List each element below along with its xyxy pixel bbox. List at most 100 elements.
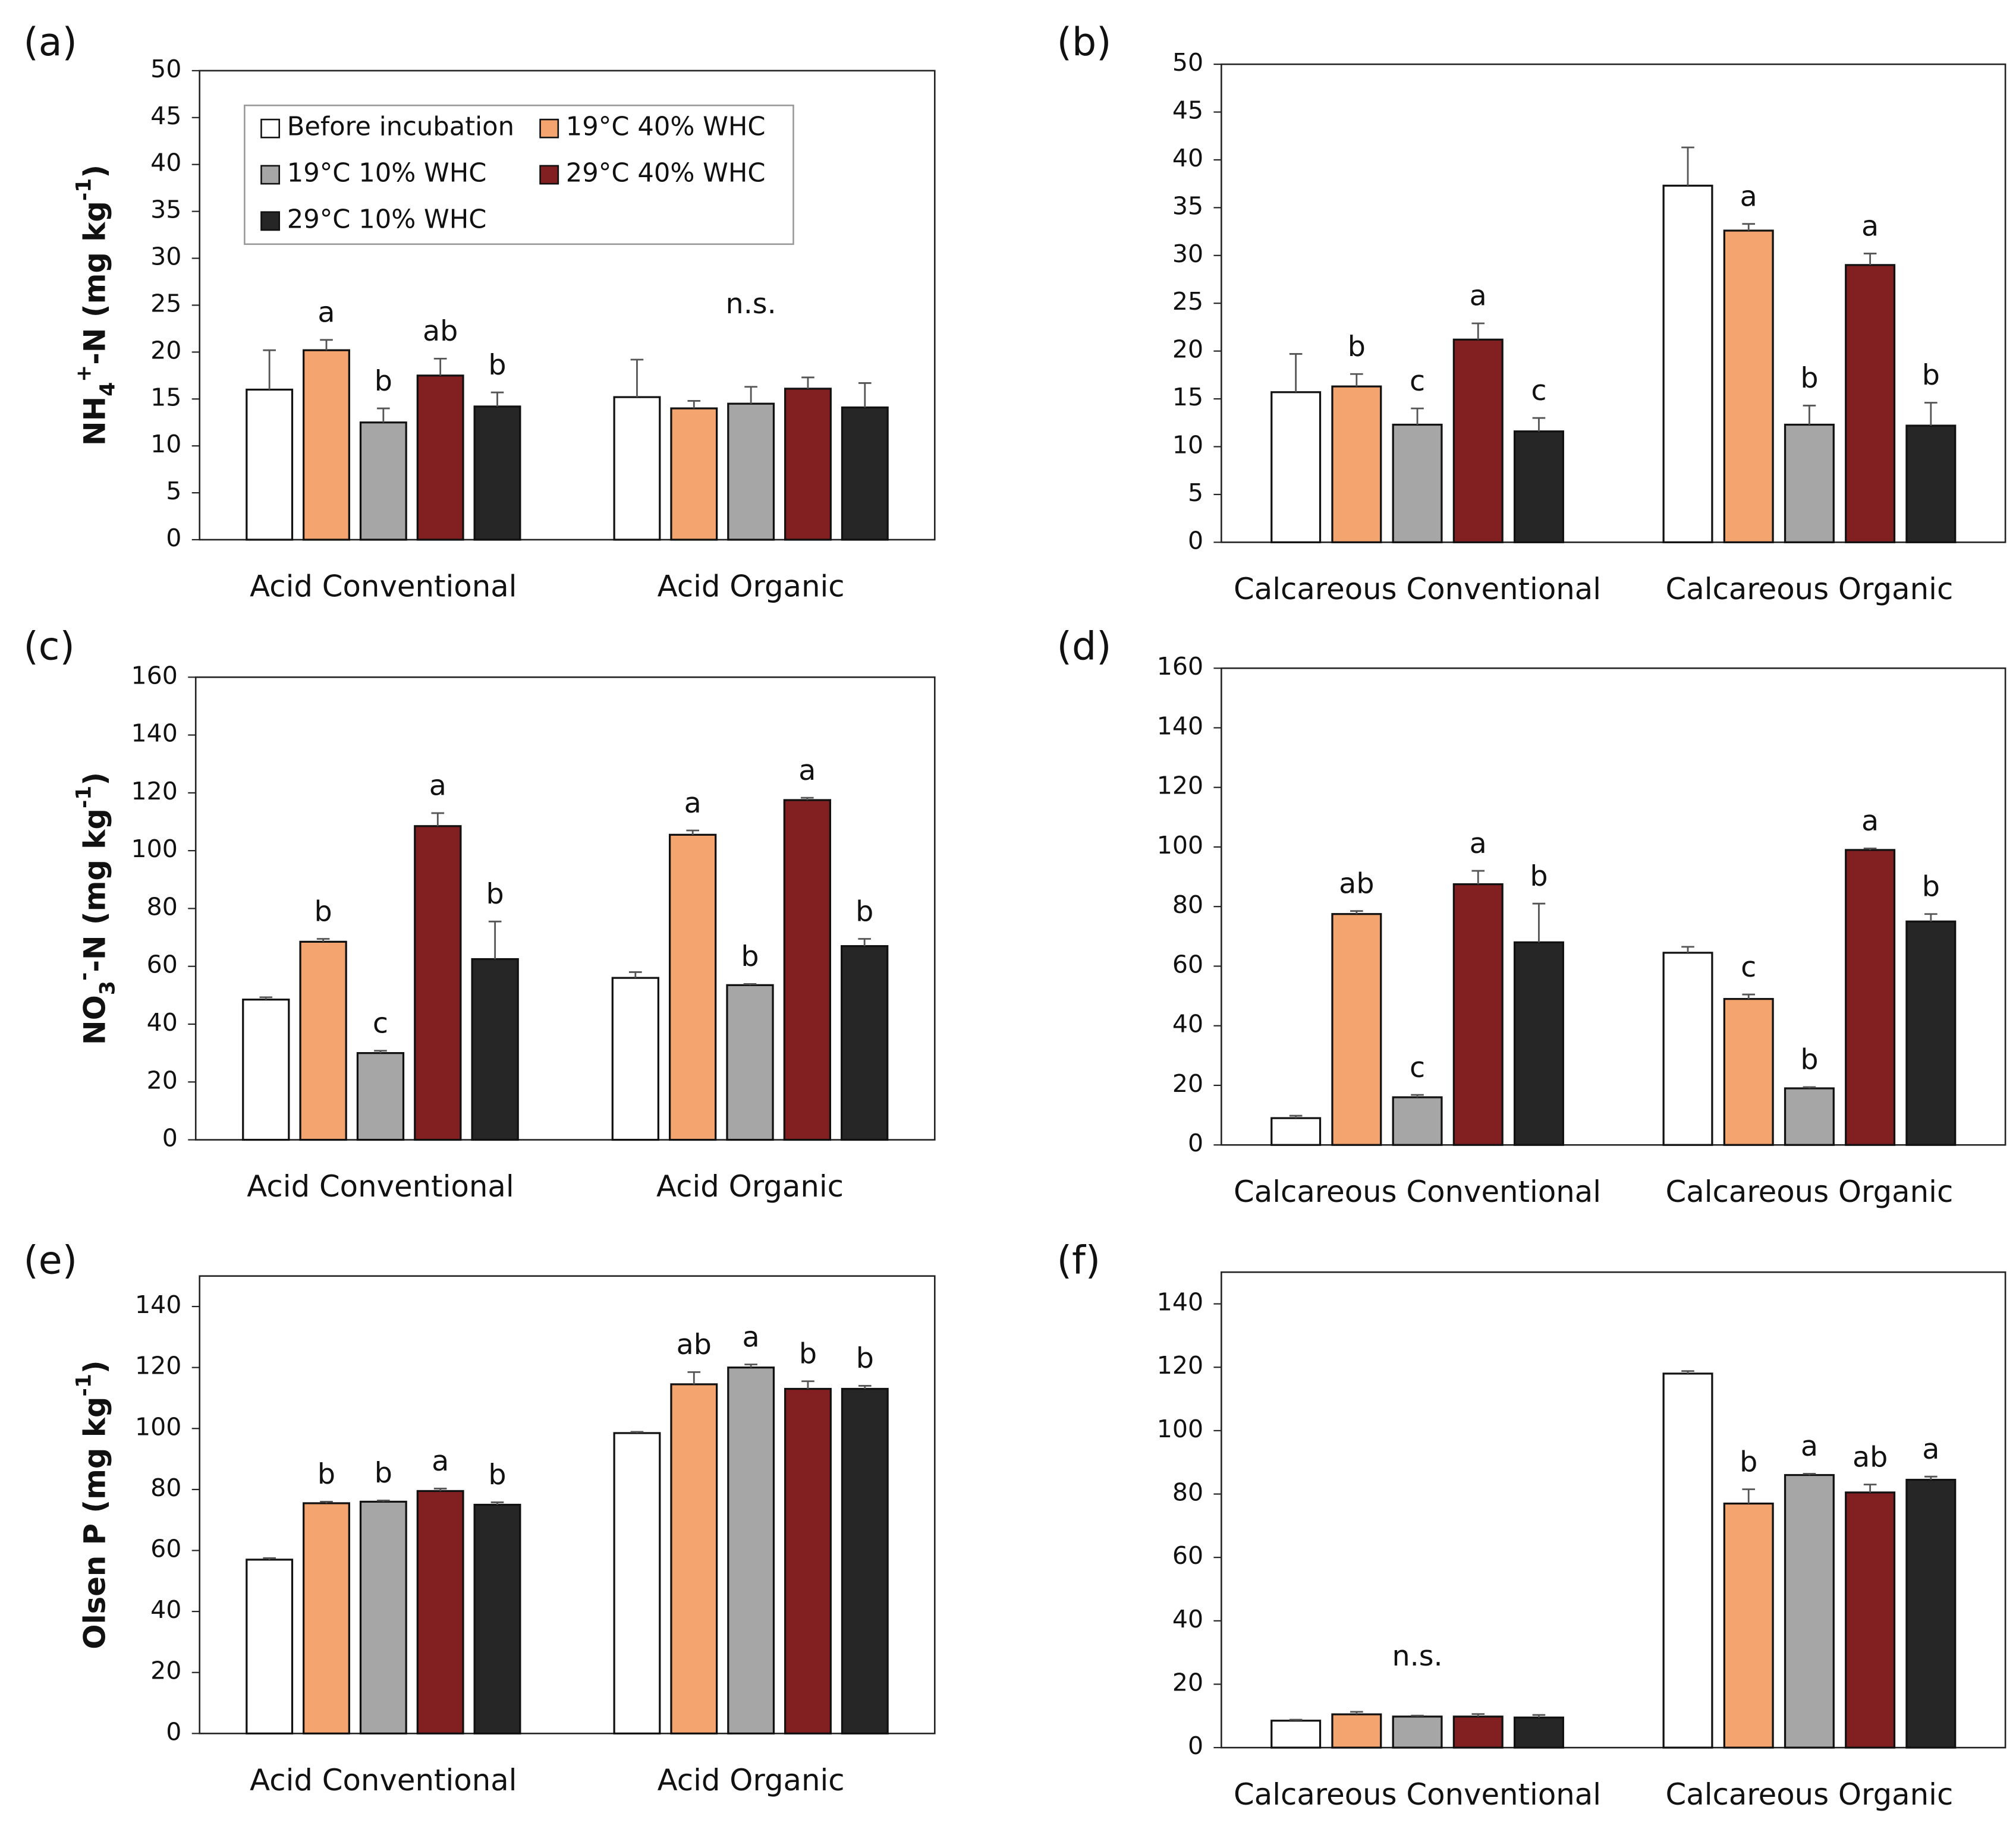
error-bar — [377, 1499, 390, 1502]
y-axis-title-part: -1 — [72, 1374, 96, 1396]
y-tick-label: 40 — [150, 149, 181, 177]
error-bar — [687, 1371, 701, 1384]
x-tick-label: Acid Conventional — [250, 1763, 517, 1797]
y-tick-label: 160 — [131, 661, 178, 690]
y-axis-title: NO3--N (mg kg-1) — [72, 772, 119, 1045]
significance-letter: b — [488, 1459, 506, 1491]
bar — [1845, 264, 1896, 543]
x-tick-label: Calcareous Organic — [1666, 1175, 1954, 1209]
legend-swatch — [260, 211, 281, 231]
y-tick-label: 120 — [1157, 772, 1203, 800]
x-tick-label: Calcareous Conventional — [1234, 1175, 1601, 1209]
error-bar — [1350, 373, 1363, 387]
y-axis-title-part: ) — [77, 772, 112, 786]
error-bar — [1742, 1488, 1756, 1504]
significance-letter: b — [317, 1458, 335, 1491]
y-tick-label: 10 — [150, 430, 181, 458]
error-bar — [801, 1380, 814, 1389]
error-bar — [858, 1385, 872, 1389]
bar — [1513, 941, 1564, 1146]
y-axis-title-part: ) — [77, 165, 112, 178]
bar — [416, 374, 464, 541]
legend-label: 19°C 10% WHC — [287, 159, 487, 188]
bar — [1662, 184, 1713, 543]
error-bar — [629, 971, 642, 978]
bar — [841, 1387, 889, 1734]
error-bar — [1532, 417, 1546, 432]
y-tick-label: 100 — [135, 1412, 181, 1441]
y-tick-label: 60 — [1172, 1541, 1203, 1570]
error-bar — [1742, 993, 1756, 999]
significance-letter: a — [1922, 1433, 1939, 1466]
bar — [416, 1490, 464, 1734]
bar — [303, 1502, 350, 1734]
y-axis-title-part: 3 — [96, 981, 119, 995]
bar — [613, 396, 661, 541]
error-bar — [744, 386, 757, 404]
y-tick-label: 15 — [1172, 383, 1203, 411]
bar — [1331, 1713, 1382, 1749]
significance-letter: b — [1530, 860, 1548, 893]
significance-letter: ab — [677, 1328, 712, 1361]
error-bar — [377, 407, 390, 423]
y-tick-label: 0 — [166, 1717, 181, 1746]
error-bar — [1289, 1115, 1303, 1119]
bar — [783, 799, 832, 1141]
bar — [1513, 430, 1564, 543]
y-tick-label: 0 — [166, 524, 181, 552]
error-bar — [488, 920, 502, 959]
bar — [1392, 423, 1443, 543]
y-tick-label: 30 — [150, 243, 181, 271]
y-tick-label: 60 — [150, 1534, 181, 1563]
y-tick-label: 140 — [1157, 1288, 1203, 1317]
bar — [1270, 1720, 1322, 1749]
significance-letter: b — [1800, 362, 1818, 395]
y-tick-label: 45 — [1172, 96, 1203, 125]
y-tick-label: 100 — [131, 835, 178, 863]
significance-letter: ab — [1339, 867, 1374, 900]
error-bar — [1411, 1094, 1424, 1098]
error-bar — [1471, 1713, 1485, 1717]
significance-letter: a — [1861, 210, 1879, 243]
bar — [356, 1052, 405, 1141]
y-tick-label: 140 — [1157, 711, 1203, 740]
y-tick-label: 20 — [1172, 1668, 1203, 1696]
error-bar — [1289, 353, 1303, 392]
significance-letter: a — [317, 297, 335, 329]
bar — [784, 1387, 832, 1734]
error-bar — [1411, 407, 1424, 425]
y-axis-title-part: -1 — [72, 178, 96, 201]
bar — [1845, 1491, 1896, 1749]
significance-letter: a — [743, 1321, 760, 1353]
bar — [611, 977, 659, 1141]
significance-letter: a — [1470, 280, 1487, 313]
error-bar — [1863, 1484, 1877, 1493]
significance-letter: ab — [1853, 1441, 1888, 1474]
bar — [1784, 1474, 1835, 1749]
bar — [1331, 385, 1382, 543]
legend-swatch — [260, 165, 281, 185]
legend-label: Before incubation — [287, 112, 514, 142]
legend-label: 29°C 40% WHC — [566, 159, 766, 188]
error-bar — [1532, 1714, 1546, 1718]
significance-letter: a — [432, 1445, 449, 1478]
y-tick-label: 20 — [147, 1066, 178, 1094]
bar — [1905, 920, 1957, 1146]
bar — [670, 407, 718, 541]
y-tick-label: 40 — [1172, 1010, 1203, 1038]
bar — [841, 945, 889, 1141]
significance-letter: a — [1861, 805, 1879, 838]
y-axis-title-part: 4 — [96, 382, 119, 396]
y-tick-label: 35 — [150, 196, 181, 224]
y-axis-title-part: -N (mg kg — [77, 808, 112, 972]
panel-label: (d) — [1057, 624, 1112, 669]
y-tick-label: 35 — [1172, 191, 1203, 220]
y-axis-title: Olsen P (mg kg-1) — [72, 1360, 112, 1649]
significance-letter: b — [1922, 359, 1940, 392]
significance-letter: c — [1741, 951, 1756, 984]
bar — [246, 388, 294, 541]
error-bar — [1681, 946, 1694, 953]
legend-swatch — [539, 165, 559, 185]
y-tick-label: 5 — [1188, 478, 1203, 507]
bar — [841, 406, 889, 541]
